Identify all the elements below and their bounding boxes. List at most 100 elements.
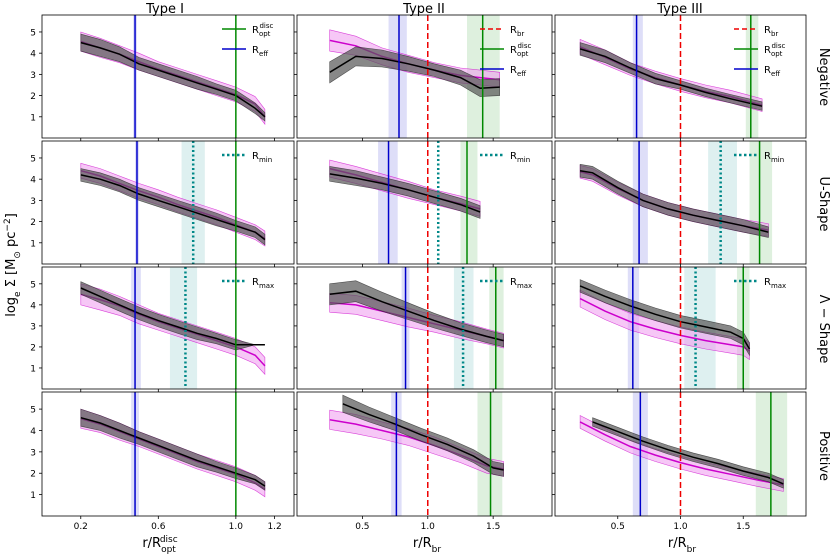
sample-line (329, 55, 500, 89)
row-label-negative: Negative (816, 48, 830, 106)
x-tick-label: 0.5 (355, 522, 369, 532)
x-axis-label-col3: r/Rbr (668, 536, 696, 554)
reference-line (579, 421, 784, 486)
sample-line (329, 290, 504, 342)
legend-label-max: Rmax (510, 277, 532, 290)
x-tick-label: 1.0 (673, 522, 688, 532)
y-label-close: ] (4, 213, 19, 218)
y-tick-label: 1 (30, 491, 36, 501)
legend-label-min: Rmin (510, 151, 530, 164)
y-tick-label: 2 (30, 343, 36, 353)
legend-label-br: Rbr (764, 25, 778, 38)
sample-band (329, 166, 481, 219)
y-label-log-base: e (13, 291, 23, 297)
y-tick-label: 5 (30, 280, 36, 290)
x-tick-label: 1.0 (421, 522, 436, 532)
col-title-type-i: Type I (145, 2, 184, 17)
y-label-exp: −2 (3, 218, 13, 231)
panel-grid: 1 2 3 4 5 Roptdisc Reff Rbr Roptdisc Reff Rbr Roptd… (30, 14, 807, 532)
y-label-pc: pc (4, 232, 19, 252)
y-tick-label: 2 (30, 92, 36, 102)
panel-plot-area (329, 15, 500, 138)
y-label-log: log (4, 297, 19, 317)
legend-label-eff: Reff (510, 65, 526, 78)
legend-label-eff: Reff (764, 65, 780, 78)
y-tick-label: 4 (30, 427, 36, 437)
y-tick-label: 3 (30, 197, 36, 207)
panel-frame (41, 14, 295, 139)
col-title-type-ii: Type II (402, 2, 445, 17)
legend-label-opt: Roptdisc (252, 22, 273, 38)
panel-frame (41, 140, 295, 265)
panel-r2-c1: Rmax (294, 266, 553, 392)
x-tick-label: 0.6 (151, 522, 166, 532)
panel-frame (296, 266, 553, 390)
y-tick-label: 3 (30, 71, 36, 81)
panel-plot-area (80, 267, 266, 389)
panel-r0-c1: Rbr Roptdisc Reff (294, 14, 553, 141)
row-label-u-shape: U-Shape (816, 177, 830, 232)
panel-plot-area (329, 392, 504, 516)
panel-frame (296, 140, 553, 265)
x-tick-label: 0.5 (611, 522, 625, 532)
sample-line (80, 41, 266, 118)
panel-r1-c2: Rmin (552, 140, 807, 267)
panel-r1-c0: 1 2 3 4 5 Rmin (30, 140, 295, 267)
r_eff-band (131, 267, 141, 389)
x-axis-label-col2: r/Rbr (413, 536, 441, 554)
panel-plot-area (579, 15, 763, 138)
panel-r0-c0: 1 2 3 4 5 Roptdisc Reff (30, 14, 295, 141)
y-tick-label: 1 (30, 113, 36, 123)
panel-r2-c2: Rmax (552, 266, 807, 392)
r_eff-band (388, 15, 407, 138)
col-title-type-iii: Type III (656, 2, 703, 17)
sample-line (80, 416, 266, 487)
sample-line (329, 173, 481, 213)
panel-plot-area (80, 392, 266, 516)
sample-line (80, 287, 265, 346)
legend-label-max: Rmax (252, 277, 274, 290)
x-tick-label: 1.0 (229, 522, 244, 532)
y-tick-label: 1 (30, 239, 36, 249)
legend-label-br: Rbr (510, 25, 524, 38)
y-tick-label: 3 (30, 322, 36, 332)
sample-band (80, 33, 266, 122)
panel-frame (41, 391, 295, 517)
y-tick-label: 4 (30, 301, 36, 311)
panel-frame (296, 14, 553, 139)
panel-r3-c2: 0.5 1.0 1.5 (552, 391, 807, 532)
sample-band (579, 163, 769, 238)
sample-line (592, 421, 784, 485)
y-tick-label: 2 (30, 470, 36, 480)
legend-label-max: Rmax (764, 277, 786, 290)
panel-plot-area (579, 141, 773, 264)
panel-plot-area (579, 392, 788, 516)
y-axis-label: loge Σ [M⊙ pc−2] (3, 213, 23, 317)
panel-r3-c1: 0.5 1.0 1.5 (294, 391, 553, 532)
sample-band (592, 417, 784, 489)
legend-label-opt: Roptdisc (764, 42, 785, 58)
y-tick-label: 1 (30, 364, 36, 374)
panel-r1-c1: Rmin (294, 140, 553, 267)
y-tick-label: 5 (30, 154, 36, 164)
y-tick-label: 4 (30, 176, 36, 186)
x-tick-label: 1.5 (486, 522, 500, 532)
panel-frame (296, 391, 553, 517)
y-label-sun: ⊙ (13, 251, 23, 259)
r_min-band (708, 141, 737, 264)
sample-line (80, 174, 266, 241)
y-tick-label: 3 (30, 448, 36, 458)
row-label-positive: Positive (816, 431, 830, 481)
x-axis-label-col1: r/Roptdisc (142, 535, 177, 554)
panel-plot-area (329, 141, 481, 264)
panel-r0-c2: Rbr Roptdisc Reff (552, 14, 807, 141)
legend-label-eff: Reff (252, 45, 268, 58)
legend-label-opt: Roptdisc (510, 42, 531, 58)
r_opt_disc-band (745, 15, 759, 138)
panel-frame (41, 266, 295, 390)
x-tick-label: 1.2 (267, 522, 281, 532)
x-tick-label: 1.5 (736, 522, 750, 532)
sample-band (579, 42, 763, 111)
panel-r2-c0: 1 2 3 4 5 Rmax (30, 266, 295, 392)
